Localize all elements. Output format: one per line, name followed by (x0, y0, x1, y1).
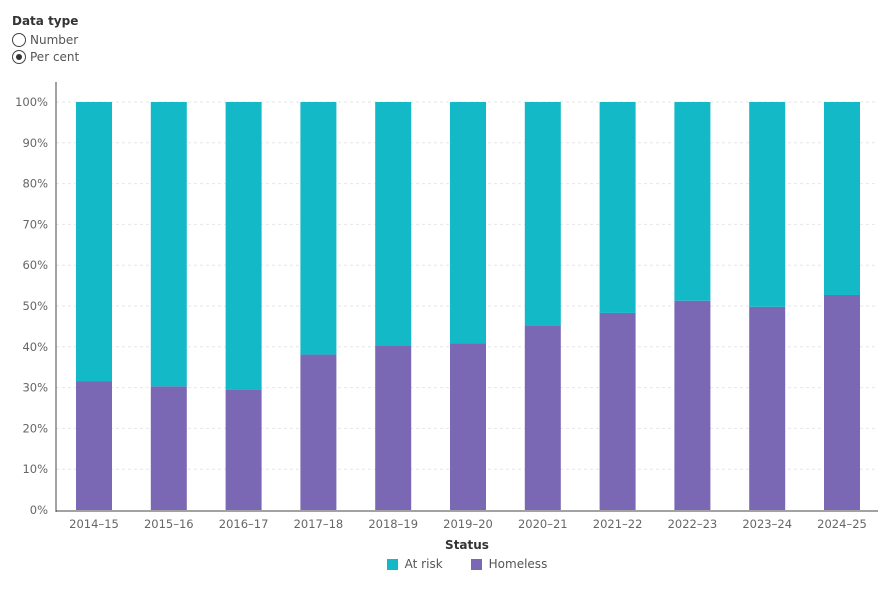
stacked-bar-chart: 0% 10% 20% 30% 40% 50% 60% 70% 80% 90% 100% 2014–15… (15, 82, 878, 531)
x-tick-label: 2019–20 (443, 517, 493, 531)
bar-at-risk (674, 102, 711, 301)
bar-homeless (300, 354, 337, 510)
y-tick-label: 0% (30, 503, 48, 517)
legend: Status At risk Homeless (0, 538, 890, 571)
radio-label-per-cent: Per cent (30, 49, 80, 64)
y-tick-label: 30% (22, 381, 48, 395)
bar-homeless (674, 300, 711, 510)
radio-option-per-cent[interactable]: Per cent (12, 48, 79, 65)
bar-at-risk (150, 102, 187, 387)
bar-homeless (599, 312, 636, 510)
bar-at-risk (824, 102, 860, 295)
legend-item-at-risk[interactable]: At risk (386, 557, 443, 571)
y-tick-label: 100% (15, 95, 48, 109)
bar-homeless (824, 294, 860, 510)
y-tick-label: 10% (22, 462, 48, 476)
x-tick-label: 2022–23 (668, 517, 718, 531)
bar-at-risk (225, 102, 262, 390)
radio-button-per-cent[interactable] (12, 49, 26, 64)
bar-at-risk (524, 102, 561, 326)
bar-homeless (375, 345, 412, 510)
x-tick-label: 2020–21 (518, 517, 568, 531)
x-tick-label: 2023–24 (742, 517, 792, 531)
bar-homeless (76, 381, 112, 510)
bar-homeless (450, 343, 486, 510)
radio-label-number: Number (30, 32, 79, 47)
legend-swatch-at-risk (386, 558, 398, 570)
y-tick-label: 70% (22, 217, 48, 231)
legend-label-at-risk: At risk (404, 557, 443, 571)
y-tick-label: 20% (22, 421, 48, 435)
bar-homeless (150, 386, 187, 510)
y-tick-label: 40% (22, 340, 48, 354)
x-tick-label: 2017–18 (294, 517, 344, 531)
x-tick-label: 2016–17 (219, 517, 269, 531)
legend-swatch-homeless (470, 558, 482, 570)
y-tick-label: 50% (22, 299, 48, 313)
legend-item-homeless[interactable]: Homeless (470, 557, 548, 571)
x-tick-label: 2015–16 (144, 517, 194, 531)
bar-homeless (524, 325, 561, 510)
x-tick-label: 2018–19 (368, 517, 418, 531)
radio-button-number[interactable] (12, 32, 26, 47)
legend-title: Status (445, 538, 489, 552)
bar-at-risk (599, 102, 636, 313)
bar-at-risk (375, 102, 412, 346)
y-tick-label: 80% (22, 177, 48, 191)
y-tick-label: 60% (22, 258, 48, 272)
x-tick-label: 2014–15 (69, 517, 119, 531)
radio-option-number[interactable]: Number (12, 31, 79, 48)
bar-at-risk (300, 102, 337, 355)
x-tick-label: 2021–22 (593, 517, 643, 531)
bar-at-risk (450, 102, 486, 344)
bar-at-risk (76, 102, 112, 382)
y-tick-label: 90% (22, 136, 48, 150)
bar-homeless (225, 389, 262, 510)
bar-homeless (749, 306, 786, 510)
x-tick-label: 2024–25 (817, 517, 867, 531)
bar-at-risk (749, 102, 786, 307)
data-type-control: Data type Number Per cent (12, 14, 79, 65)
legend-label-homeless: Homeless (488, 557, 548, 571)
data-type-title: Data type (12, 14, 79, 28)
